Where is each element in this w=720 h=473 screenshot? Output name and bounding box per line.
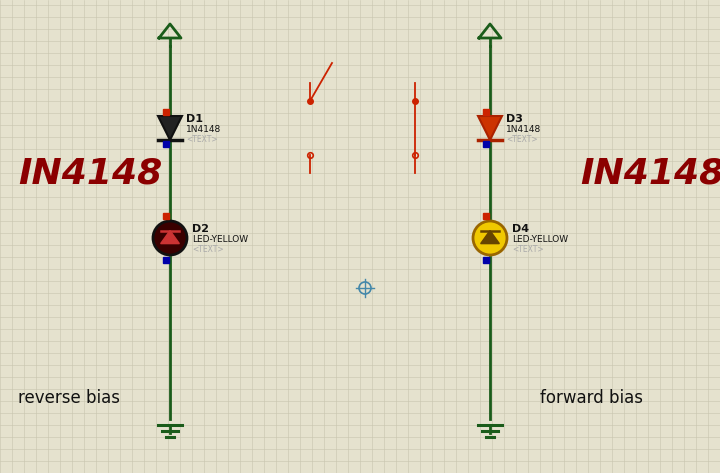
Text: D4: D4 <box>512 224 529 234</box>
Polygon shape <box>158 116 182 140</box>
Text: D1: D1 <box>186 114 203 124</box>
Text: 1N4148: 1N4148 <box>506 125 541 134</box>
Text: IN4148: IN4148 <box>580 156 720 190</box>
Text: LED-YELLOW: LED-YELLOW <box>192 235 248 244</box>
Circle shape <box>473 221 507 255</box>
Text: 1N4148: 1N4148 <box>186 125 221 134</box>
Polygon shape <box>481 230 500 244</box>
Text: forward bias: forward bias <box>540 389 643 407</box>
Text: <TEXT>: <TEXT> <box>186 135 217 144</box>
Polygon shape <box>161 230 179 244</box>
Polygon shape <box>478 116 502 140</box>
Text: IN4148: IN4148 <box>18 156 162 190</box>
Text: reverse bias: reverse bias <box>18 389 120 407</box>
Text: D2: D2 <box>192 224 209 234</box>
Text: LED-YELLOW: LED-YELLOW <box>512 235 568 244</box>
Text: D3: D3 <box>506 114 523 124</box>
Circle shape <box>153 221 187 255</box>
Text: <TEXT>: <TEXT> <box>512 245 544 254</box>
Text: <TEXT>: <TEXT> <box>192 245 224 254</box>
Text: <TEXT>: <TEXT> <box>506 135 538 144</box>
